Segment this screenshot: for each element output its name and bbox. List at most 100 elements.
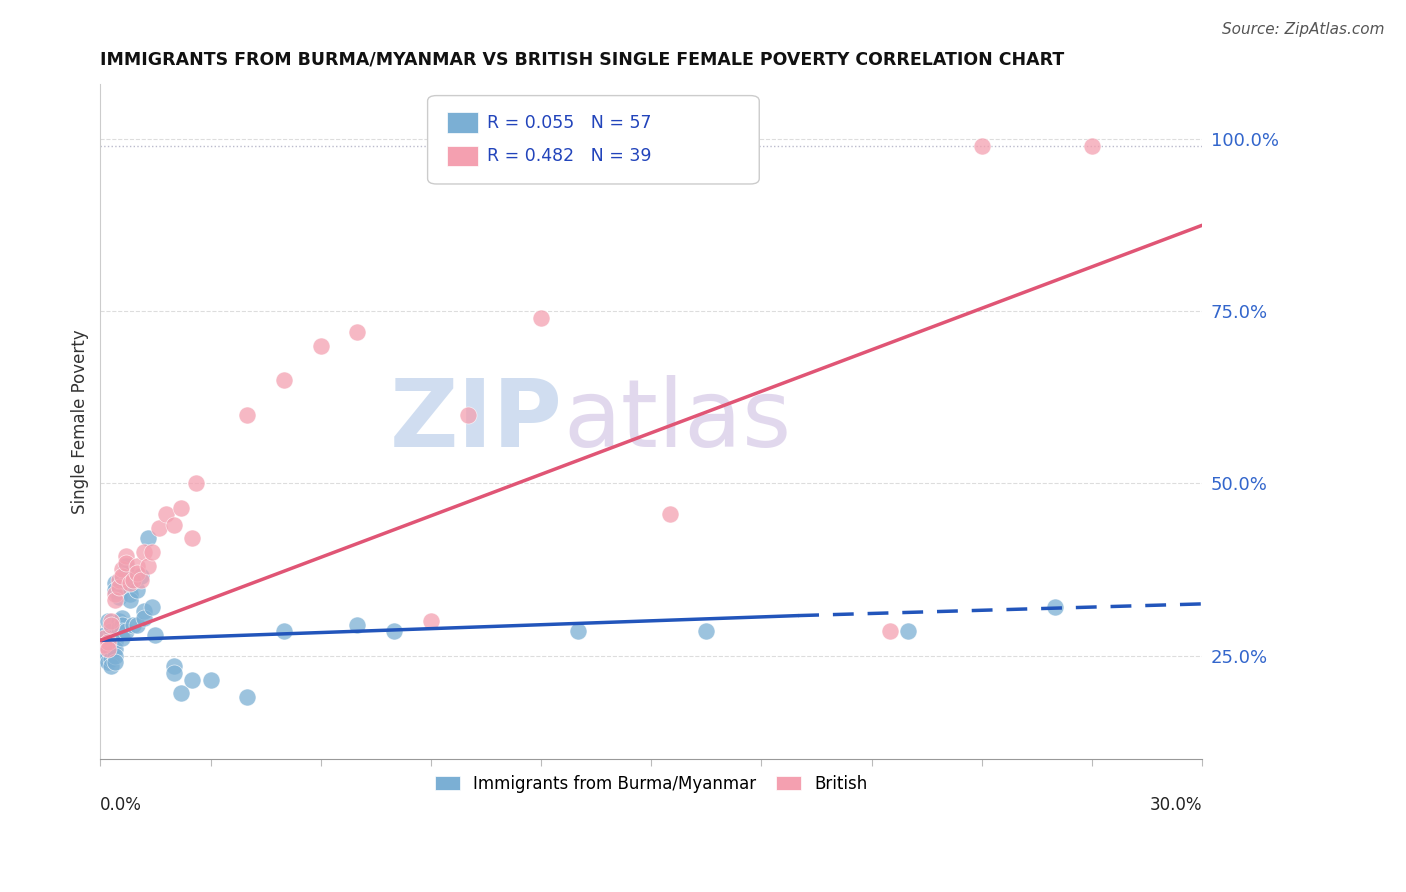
Point bbox=[104, 641, 127, 656]
Point bbox=[118, 586, 141, 600]
FancyBboxPatch shape bbox=[427, 95, 759, 184]
Point bbox=[134, 545, 156, 559]
Point bbox=[97, 614, 120, 628]
Point bbox=[104, 576, 127, 591]
Point bbox=[155, 508, 177, 522]
Point bbox=[104, 634, 127, 648]
Point bbox=[382, 624, 405, 639]
Point bbox=[100, 645, 122, 659]
Point bbox=[111, 569, 134, 583]
Point bbox=[107, 573, 129, 587]
Point bbox=[115, 549, 138, 563]
Legend: Immigrants from Burma/Myanmar, British: Immigrants from Burma/Myanmar, British bbox=[426, 766, 876, 801]
Point bbox=[97, 648, 120, 663]
Point bbox=[658, 508, 681, 522]
Point bbox=[104, 586, 127, 600]
Point bbox=[346, 325, 368, 339]
Point bbox=[122, 573, 145, 587]
Point bbox=[97, 634, 120, 648]
Text: Source: ZipAtlas.com: Source: ZipAtlas.com bbox=[1222, 22, 1385, 37]
Point bbox=[273, 373, 295, 387]
Point bbox=[145, 628, 167, 642]
Point bbox=[104, 593, 127, 607]
Point bbox=[897, 624, 920, 639]
Text: atlas: atlas bbox=[564, 376, 792, 467]
Point bbox=[93, 652, 115, 666]
Point bbox=[97, 641, 120, 656]
Point bbox=[107, 590, 129, 604]
Point bbox=[115, 566, 138, 580]
Point bbox=[879, 624, 901, 639]
Point bbox=[141, 600, 163, 615]
Point bbox=[111, 562, 134, 576]
Point bbox=[97, 656, 120, 670]
Point bbox=[93, 632, 115, 646]
Point bbox=[100, 624, 122, 639]
Point bbox=[129, 569, 152, 583]
Point bbox=[273, 624, 295, 639]
Text: 30.0%: 30.0% bbox=[1150, 796, 1202, 814]
Point bbox=[100, 614, 122, 628]
Text: R = 0.055   N = 57: R = 0.055 N = 57 bbox=[486, 113, 651, 132]
Text: R = 0.482   N = 39: R = 0.482 N = 39 bbox=[486, 147, 651, 165]
Point bbox=[136, 532, 159, 546]
Point bbox=[100, 617, 122, 632]
Point bbox=[107, 614, 129, 628]
Point bbox=[134, 604, 156, 618]
Point bbox=[136, 559, 159, 574]
Point bbox=[93, 638, 115, 652]
Point bbox=[111, 632, 134, 646]
Point bbox=[115, 624, 138, 639]
Point bbox=[1045, 600, 1067, 615]
Point bbox=[567, 624, 589, 639]
Point bbox=[97, 641, 120, 656]
Text: ZIP: ZIP bbox=[391, 376, 564, 467]
Point bbox=[93, 638, 115, 652]
Point bbox=[118, 576, 141, 591]
Point bbox=[141, 545, 163, 559]
Point bbox=[530, 311, 553, 326]
Point bbox=[419, 614, 441, 628]
Bar bbox=[447, 146, 478, 167]
Point bbox=[184, 476, 207, 491]
Point bbox=[111, 610, 134, 624]
Point bbox=[115, 559, 138, 574]
Point bbox=[236, 408, 259, 422]
Point bbox=[148, 521, 170, 535]
Point bbox=[1081, 139, 1104, 153]
Point bbox=[309, 339, 332, 353]
Point bbox=[163, 517, 186, 532]
Point bbox=[236, 690, 259, 704]
Point bbox=[104, 648, 127, 663]
Point bbox=[93, 628, 115, 642]
Text: 0.0%: 0.0% bbox=[100, 796, 142, 814]
Point bbox=[122, 573, 145, 587]
Point bbox=[104, 583, 127, 598]
Point bbox=[457, 408, 479, 422]
Point bbox=[125, 566, 148, 580]
Point bbox=[181, 673, 204, 687]
Y-axis label: Single Female Poverty: Single Female Poverty bbox=[72, 329, 89, 514]
Point bbox=[107, 580, 129, 594]
Point bbox=[129, 573, 152, 587]
Point bbox=[170, 500, 193, 515]
Point bbox=[695, 624, 717, 639]
Point bbox=[970, 139, 993, 153]
Point bbox=[125, 583, 148, 598]
Point bbox=[100, 638, 122, 652]
Point bbox=[134, 610, 156, 624]
Point bbox=[181, 532, 204, 546]
Point bbox=[107, 583, 129, 598]
Text: IMMIGRANTS FROM BURMA/MYANMAR VS BRITISH SINGLE FEMALE POVERTY CORRELATION CHART: IMMIGRANTS FROM BURMA/MYANMAR VS BRITISH… bbox=[100, 51, 1064, 69]
Point bbox=[100, 658, 122, 673]
Point bbox=[111, 624, 134, 639]
Point bbox=[163, 658, 186, 673]
Point bbox=[346, 617, 368, 632]
Bar bbox=[447, 112, 478, 133]
Point bbox=[115, 556, 138, 570]
Point bbox=[93, 645, 115, 659]
Point bbox=[111, 617, 134, 632]
Point bbox=[107, 621, 129, 635]
Point bbox=[125, 617, 148, 632]
Point bbox=[125, 559, 148, 574]
